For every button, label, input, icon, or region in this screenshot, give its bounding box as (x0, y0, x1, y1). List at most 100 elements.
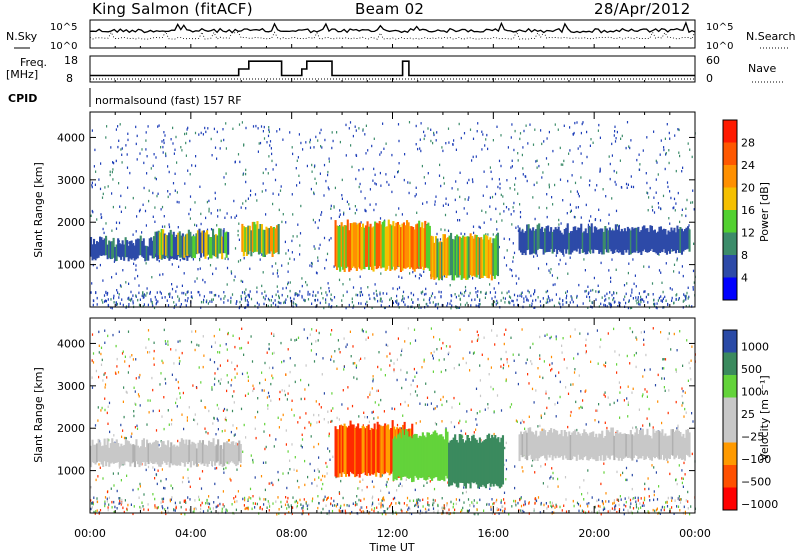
scatter-speck (433, 510, 435, 513)
scatter-speck (430, 128, 432, 131)
scatter-speck (125, 436, 127, 440)
scatter-speck (200, 507, 202, 511)
scatter-speck (141, 148, 143, 151)
scatter-speck (174, 172, 176, 175)
scatter-speck (573, 357, 575, 360)
scatter-speck (610, 280, 612, 283)
time-tick-label: 20:00 (578, 527, 610, 540)
near-range-speck (523, 511, 525, 514)
scatter-speck (227, 381, 229, 384)
band-cell (662, 435, 666, 461)
band-cell (399, 227, 403, 272)
band-cell (211, 442, 214, 466)
scatter-speck (526, 358, 528, 361)
scatter-speck (580, 152, 582, 155)
band-cell (551, 432, 554, 461)
near-range-speck (380, 502, 382, 505)
scatter-speck (683, 461, 685, 465)
scatter-speck (296, 235, 298, 238)
scatter-speck (255, 436, 257, 440)
scatter-speck (94, 148, 96, 152)
near-range-speck (284, 301, 286, 304)
scatter-speck (420, 149, 422, 153)
near-range-speck (513, 293, 516, 297)
near-range-speck (175, 303, 177, 306)
near-range-speck (358, 498, 360, 502)
scatter-speck (504, 446, 506, 450)
near-range-speck (247, 301, 249, 304)
band-cell (241, 223, 244, 252)
scatter-speck (412, 270, 414, 274)
scatter-speck (475, 428, 477, 431)
band-cell (431, 236, 434, 278)
colorbar-frame (722, 119, 738, 301)
near-range-speck (432, 498, 434, 502)
band-cell (580, 435, 583, 459)
scatter-speck (641, 395, 643, 398)
near-range-speck (369, 297, 371, 300)
scatter-speck (447, 229, 450, 232)
scatter-speck (673, 263, 676, 266)
near-range-speck (304, 299, 306, 302)
scatter-speck (274, 178, 277, 182)
scatter-speck (268, 509, 270, 512)
scatter-speck (175, 135, 177, 139)
colorbar-tick-label: −100 (741, 453, 771, 466)
scatter-speck (134, 402, 136, 405)
band-cell (244, 227, 247, 252)
near-range-speck (460, 291, 462, 295)
scatter-speck (418, 303, 420, 307)
band-cell (352, 222, 355, 267)
near-range-speck (547, 300, 549, 304)
near-range-speck (212, 298, 214, 301)
near-range-speck (93, 496, 95, 499)
scatter-speck (389, 352, 391, 355)
near-range-speck (554, 506, 556, 509)
scatter-speck (349, 330, 351, 333)
near-range-speck (458, 498, 461, 502)
band-cell (575, 435, 578, 461)
band-cell (126, 240, 129, 258)
scatter-speck (247, 375, 249, 379)
band-cell (222, 229, 225, 254)
scatter-speck (195, 155, 197, 158)
near-range-speck (121, 498, 123, 502)
scatter-speck (629, 362, 631, 365)
near-range-speck (131, 297, 133, 301)
freq-line (90, 60, 695, 77)
scatter-speck (116, 489, 118, 493)
band-cell (604, 436, 607, 461)
scatter-speck (526, 179, 528, 183)
near-range-speck (504, 507, 506, 511)
scatter-speck (476, 339, 478, 342)
scatter-speck (549, 477, 551, 480)
scatter-speck (141, 231, 143, 234)
scatter-speck (635, 365, 637, 369)
scatter-speck (215, 267, 217, 270)
scatter-speck (562, 199, 564, 202)
scatter-speck (245, 126, 247, 130)
near-range-speck (500, 501, 502, 504)
scatter-speck (295, 167, 297, 170)
scatter-speck (217, 351, 219, 354)
scatter-speck (139, 482, 141, 486)
scatter-speck (647, 510, 649, 513)
scatter-speck (289, 468, 291, 471)
scatter-speck (440, 184, 442, 188)
scatter-speck (122, 429, 124, 432)
scatter-speck (226, 374, 228, 377)
scatter-speck (661, 367, 664, 370)
scatter-speck (407, 181, 409, 184)
scatter-speck (487, 147, 489, 151)
scatter-speck (389, 364, 391, 367)
band-cell (99, 236, 102, 256)
scatter-speck (155, 473, 157, 476)
scatter-speck (690, 359, 692, 362)
band-cell (477, 237, 480, 275)
scatter-speck (309, 264, 311, 267)
near-range-speck (459, 297, 461, 301)
band-cell (687, 429, 690, 456)
scatter-speck (534, 217, 536, 221)
scatter-speck (402, 414, 404, 417)
band-cell (224, 232, 227, 254)
